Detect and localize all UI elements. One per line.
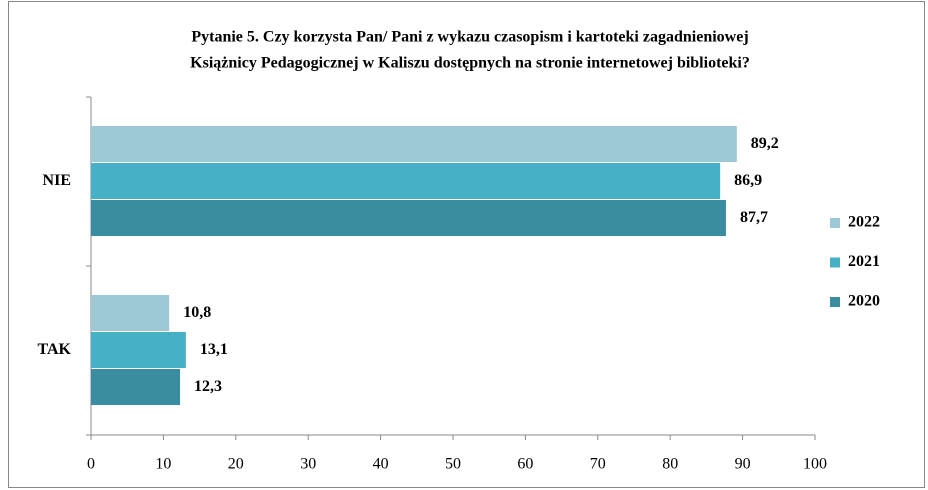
data-label: 89,2 [751,135,779,152]
x-tick-label: 50 [445,456,461,473]
chart-frame [8,1,925,488]
x-tick-label: 70 [590,456,606,473]
category-label: TAK [38,341,72,358]
x-tick-label: 30 [300,456,316,473]
x-tick-label: 10 [155,456,171,473]
x-tick-label: 0 [87,456,95,473]
legend-swatch [830,218,840,228]
data-label: 13,1 [200,341,228,358]
bar [91,332,186,368]
bar [91,295,170,331]
legend-label: 2022 [848,214,880,231]
x-tick-label: 60 [517,456,533,473]
data-label: 12,3 [194,378,222,395]
x-tick-label: 40 [373,456,389,473]
bar [91,163,721,199]
legend-label: 2020 [848,293,880,310]
chart-title: Książnicy Pedagogicznej w Kaliszu dostęp… [190,55,750,72]
legend-swatch [830,257,840,268]
data-label: 87,7 [740,209,768,226]
category-label: NIE [43,172,71,189]
x-tick-label: 100 [803,456,827,473]
bar [91,369,181,405]
chart-title: Pytanie 5. Czy korzysta Pan/ Pani z wyka… [191,29,748,46]
x-tick-label: 80 [662,456,678,473]
bar [91,200,726,236]
bar [91,126,737,162]
legend-swatch [830,297,840,307]
legend-label: 2021 [848,253,880,270]
data-label: 86,9 [734,172,762,189]
x-tick-label: 20 [228,456,244,473]
data-label: 10,8 [183,304,211,321]
x-tick-label: 90 [735,456,751,473]
